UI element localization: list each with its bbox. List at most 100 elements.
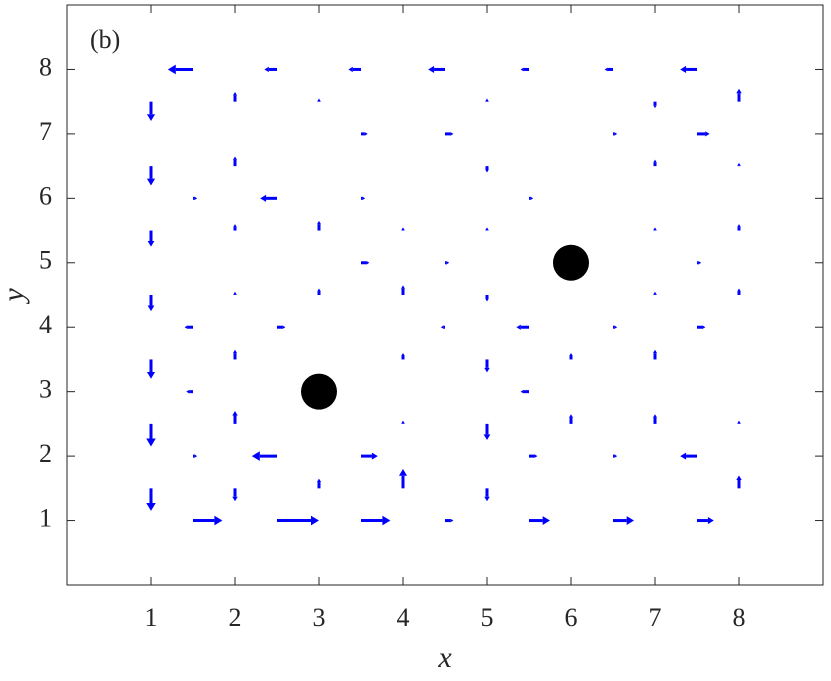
arrow xyxy=(653,101,657,109)
arrow xyxy=(167,64,193,75)
y-tick-label: 6 xyxy=(39,181,52,210)
arrow xyxy=(193,196,198,201)
arrow xyxy=(428,65,445,73)
arrow xyxy=(613,516,634,525)
arrow xyxy=(613,325,618,330)
arrow xyxy=(529,196,534,201)
arrow xyxy=(653,291,657,295)
arrow xyxy=(445,518,454,523)
arrow xyxy=(401,227,405,231)
arrow xyxy=(260,194,277,202)
arrow xyxy=(317,288,321,295)
plot-area xyxy=(66,4,824,586)
arrow xyxy=(251,451,277,461)
arrow xyxy=(569,353,573,360)
arrow xyxy=(737,288,741,295)
arrow xyxy=(146,101,156,121)
arrow xyxy=(186,389,193,394)
arrow xyxy=(232,488,238,502)
y-tick-label: 7 xyxy=(39,117,52,146)
arrow xyxy=(485,295,489,302)
arrow xyxy=(484,488,490,502)
arrow xyxy=(736,88,742,102)
arrow xyxy=(401,353,405,360)
arrow xyxy=(445,132,454,136)
arrow xyxy=(277,325,286,330)
arrow xyxy=(697,260,702,265)
arrow xyxy=(147,230,155,247)
arrow xyxy=(680,452,697,460)
arrow xyxy=(680,65,697,73)
x-tick-label: 5 xyxy=(481,603,494,632)
arrow xyxy=(316,478,322,489)
x-tick-label: 8 xyxy=(733,603,746,632)
arrow xyxy=(348,66,361,73)
arrow xyxy=(232,92,238,102)
arrow xyxy=(146,359,156,379)
arrow xyxy=(653,227,657,231)
arrow xyxy=(520,67,529,72)
arrow xyxy=(361,452,378,460)
arrow xyxy=(529,454,538,458)
arrow xyxy=(485,227,489,231)
arrow xyxy=(697,325,706,330)
y-tick-label: 4 xyxy=(39,310,52,339)
arrow xyxy=(697,131,710,137)
arrow xyxy=(697,517,714,525)
arrow xyxy=(737,162,741,167)
arrow xyxy=(401,420,405,424)
arrow xyxy=(146,423,156,447)
arrow xyxy=(737,224,741,231)
arrow xyxy=(653,159,657,167)
annotation: (b) xyxy=(90,25,120,54)
y-axis-label: y xyxy=(0,288,30,305)
arrow xyxy=(233,224,237,231)
arrow xyxy=(398,469,408,489)
arrow xyxy=(520,389,529,394)
arrow xyxy=(652,414,658,424)
arrow xyxy=(232,349,238,360)
x-tick-label: 3 xyxy=(313,603,326,632)
y-tick-label: 8 xyxy=(39,52,52,81)
x-axis-label: x xyxy=(437,641,452,674)
arrow xyxy=(361,196,366,201)
arrow xyxy=(193,515,223,526)
obstacle xyxy=(553,244,589,281)
arrow xyxy=(361,260,370,265)
obstacle xyxy=(301,373,337,410)
arrow xyxy=(652,349,658,360)
arrow xyxy=(193,454,198,458)
arrow xyxy=(146,488,156,511)
arrow xyxy=(277,515,319,526)
x-tick-label: 4 xyxy=(397,603,410,632)
arrow xyxy=(485,166,489,173)
arrow xyxy=(484,359,490,373)
arrow xyxy=(529,516,550,525)
arrow xyxy=(400,285,406,295)
y-tick-label: 2 xyxy=(39,439,52,468)
arrow xyxy=(361,515,391,526)
x-tick-label: 7 xyxy=(649,603,662,632)
arrow xyxy=(184,325,193,330)
arrow xyxy=(317,98,321,102)
arrow xyxy=(613,132,618,136)
x-tick-label: 1 xyxy=(145,603,158,632)
arrow xyxy=(232,411,238,424)
y-tick-label: 1 xyxy=(39,504,52,533)
x-tick-label: 6 xyxy=(565,603,578,632)
arrow xyxy=(440,325,445,330)
arrow xyxy=(516,324,529,330)
arrow xyxy=(264,66,277,73)
arrow xyxy=(485,98,489,102)
arrow xyxy=(736,475,742,489)
arrow xyxy=(613,454,618,458)
x-tick-label: 2 xyxy=(229,603,242,632)
arrow xyxy=(232,156,238,167)
arrow xyxy=(316,220,322,231)
arrow xyxy=(737,420,741,424)
y-tick-label: 3 xyxy=(39,375,52,404)
y-tick-label: 5 xyxy=(39,246,52,275)
arrow xyxy=(604,67,613,72)
arrow xyxy=(233,291,237,295)
